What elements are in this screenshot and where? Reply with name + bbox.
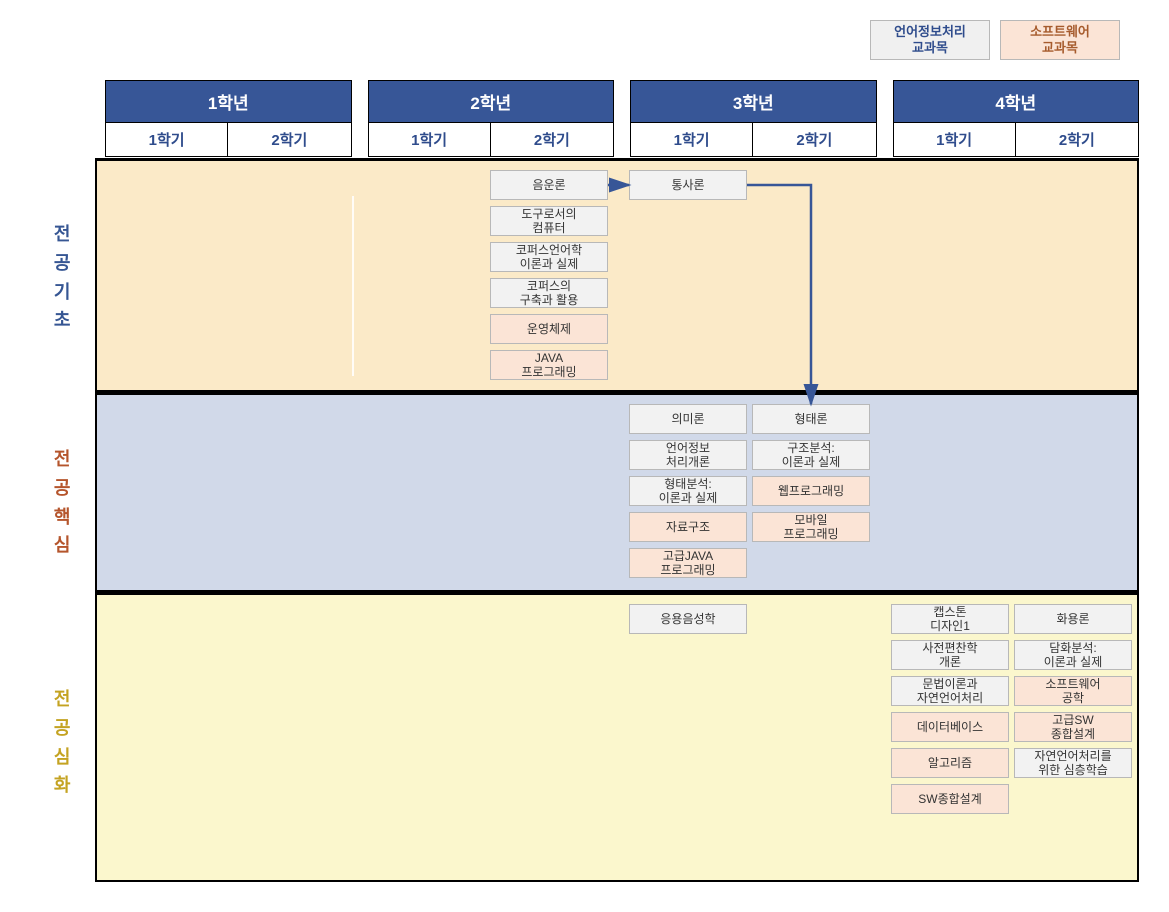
- course-corpus-build: 코퍼스의 구축과 활용: [490, 278, 608, 308]
- year-1-sem-2: 2학기: [227, 122, 351, 157]
- course-database: 데이터베이스: [891, 712, 1009, 742]
- year-col-1: 1학년 1학기 2학기: [105, 80, 352, 157]
- course-corpus-ling: 코퍼스언어학 이론과 실제: [490, 242, 608, 272]
- year-3-sem-2: 2학기: [752, 122, 876, 157]
- course-computer-tool: 도구로서의 컴퓨터: [490, 206, 608, 236]
- course-java: JAVA 프로그래밍: [490, 350, 608, 380]
- section-bg-basic: [95, 158, 1139, 392]
- year-2-sem-1: 1학기: [368, 122, 491, 157]
- course-data-structure: 자료구조: [629, 512, 747, 542]
- course-langinfo-intro: 언어정보 처리개론: [629, 440, 747, 470]
- year-3-sem-1: 1학기: [630, 122, 753, 157]
- course-lexicography: 사전편찬학 개론: [891, 640, 1009, 670]
- track-label-adv: 전공심화: [50, 685, 78, 800]
- year-col-4: 4학년 1학기 2학기: [893, 80, 1140, 157]
- track-label-basic-text: 전공기초: [54, 220, 74, 335]
- year-1-label: 1학년: [105, 80, 352, 123]
- course-os: 운영체제: [490, 314, 608, 344]
- course-web-prog: 웹프로그래밍: [752, 476, 870, 506]
- course-capstone1: 캡스톤 디자인1: [891, 604, 1009, 634]
- course-morphology: 형태론: [752, 404, 870, 434]
- year-2-sem-2: 2학기: [490, 122, 614, 157]
- track-label-adv-text: 전공심화: [54, 685, 74, 800]
- year-4-sem-2: 2학기: [1015, 122, 1139, 157]
- course-phonology: 음운론: [490, 170, 608, 200]
- course-parsing: 구조분석: 이론과 실제: [752, 440, 870, 470]
- track-label-core-text: 전공핵심: [54, 445, 74, 560]
- track-label-basic: 전공기초: [50, 220, 78, 335]
- header-years: 1학년 1학기 2학기 2학년 1학기 2학기 3학년 1학기 2학기 4학년 …: [105, 80, 1139, 157]
- course-nlp-deeplearning: 자연언어처리를 위한 심층학습: [1014, 748, 1132, 778]
- course-syntax: 통사론: [629, 170, 747, 200]
- section-bg-core: [95, 392, 1139, 592]
- year-3-label: 3학년: [630, 80, 877, 123]
- course-semantics: 의미론: [629, 404, 747, 434]
- course-mobile-prog: 모바일 프로그래밍: [752, 512, 870, 542]
- course-pragmatics: 화용론: [1014, 604, 1132, 634]
- legend-linguistics: 언어정보처리 교과목: [870, 20, 990, 60]
- course-morph-analysis: 형태분석: 이론과 실제: [629, 476, 747, 506]
- year-4-label: 4학년: [893, 80, 1140, 123]
- year-4-sem-1: 1학기: [893, 122, 1016, 157]
- course-sw-capstone: SW종합설계: [891, 784, 1009, 814]
- year-2-label: 2학년: [368, 80, 615, 123]
- year-col-3: 3학년 1학기 2학기: [630, 80, 877, 157]
- course-discourse: 담화분석: 이론과 실제: [1014, 640, 1132, 670]
- course-algorithms: 알고리즘: [891, 748, 1009, 778]
- section-basic-divider: [352, 196, 354, 376]
- curriculum-roadmap: 언어정보처리 교과목 소프트웨어 교과목 1학년 1학기 2학기 2학년 1학기…: [0, 0, 1169, 912]
- legend-software: 소프트웨어 교과목: [1000, 20, 1120, 60]
- year-col-2: 2학년 1학기 2학기: [368, 80, 615, 157]
- course-adv-sw-capstone: 고급SW 종합설계: [1014, 712, 1132, 742]
- year-1-sem-1: 1학기: [105, 122, 228, 157]
- track-label-core: 전공핵심: [50, 445, 78, 560]
- course-sw-eng: 소프트웨어 공학: [1014, 676, 1132, 706]
- course-grammar-nlp: 문법이론과 자연언어처리: [891, 676, 1009, 706]
- course-adv-java: 고급JAVA 프로그래밍: [629, 548, 747, 578]
- course-applied-phon: 응용음성학: [629, 604, 747, 634]
